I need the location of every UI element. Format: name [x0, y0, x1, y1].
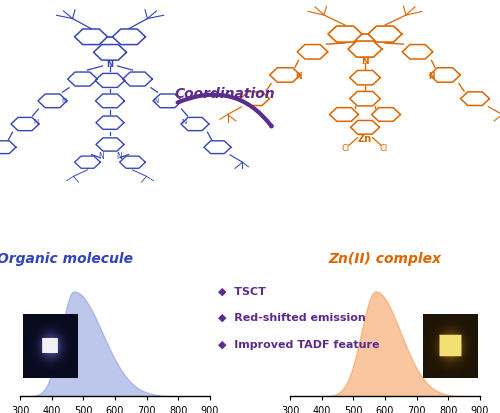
- Text: Coordination: Coordination: [174, 87, 276, 101]
- Text: N: N: [361, 57, 369, 66]
- Text: N: N: [154, 98, 159, 104]
- Text: Zn: Zn: [358, 134, 372, 144]
- Text: N: N: [182, 119, 186, 125]
- Text: Cl: Cl: [380, 144, 388, 153]
- Text: Zn(II) complex: Zn(II) complex: [328, 252, 442, 266]
- Text: Organic molecule: Organic molecule: [0, 252, 133, 266]
- Text: N: N: [296, 72, 302, 81]
- Text: N: N: [106, 60, 114, 69]
- Text: ◆  Improved TADF feature: ◆ Improved TADF feature: [218, 340, 379, 350]
- Text: N: N: [98, 152, 104, 161]
- Text: ◆  Red-shifted emission: ◆ Red-shifted emission: [218, 313, 365, 323]
- Text: N: N: [61, 98, 66, 104]
- Text: N: N: [34, 119, 38, 125]
- Text: N: N: [116, 152, 122, 161]
- Text: ◆  TSCT: ◆ TSCT: [218, 286, 266, 296]
- Text: N: N: [428, 72, 434, 81]
- Text: Cl: Cl: [342, 144, 350, 153]
- FancyArrowPatch shape: [178, 95, 272, 126]
